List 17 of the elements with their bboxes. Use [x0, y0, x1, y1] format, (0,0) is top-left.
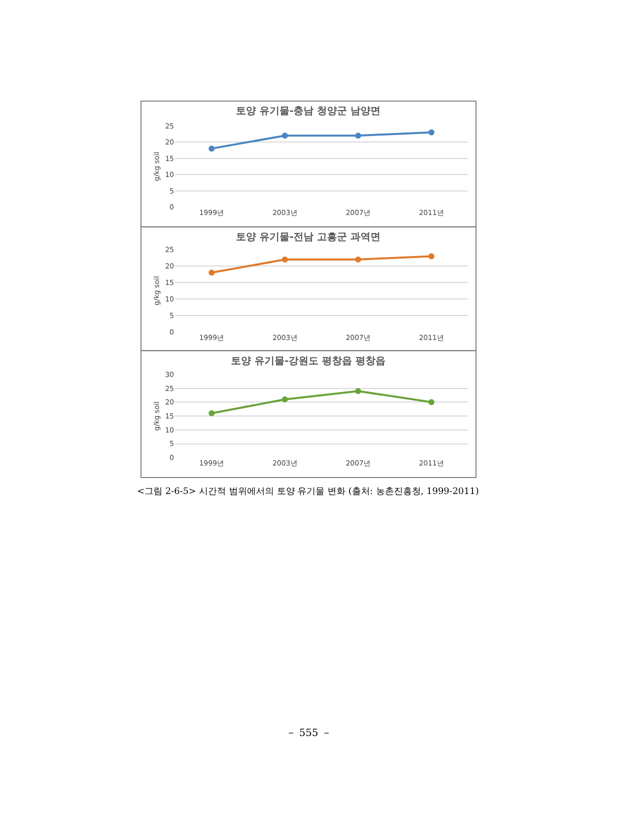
point	[282, 256, 288, 263]
point	[208, 146, 215, 152]
point	[282, 396, 288, 402]
point	[428, 129, 434, 136]
point	[428, 253, 434, 260]
point	[355, 256, 362, 263]
text: － 555 －	[286, 728, 332, 739]
point	[282, 132, 288, 139]
point	[208, 270, 215, 276]
point	[355, 388, 362, 394]
point	[355, 132, 362, 139]
chart-title: 토양 유기물-전남 고흥군 과역면	[236, 232, 381, 243]
text: <그림 2-6-5> 시간적 범위에서의 토양 유기물 변화 (출처: 농촌진흥청, 1999-2011)	[137, 487, 479, 497]
chart-title: 토양 유기물-충남 청양군 남양면	[236, 106, 381, 117]
point	[428, 399, 434, 406]
chart-title: 토양 유기물-강원도 평창읍 평창읍	[231, 356, 386, 367]
point	[208, 410, 215, 416]
